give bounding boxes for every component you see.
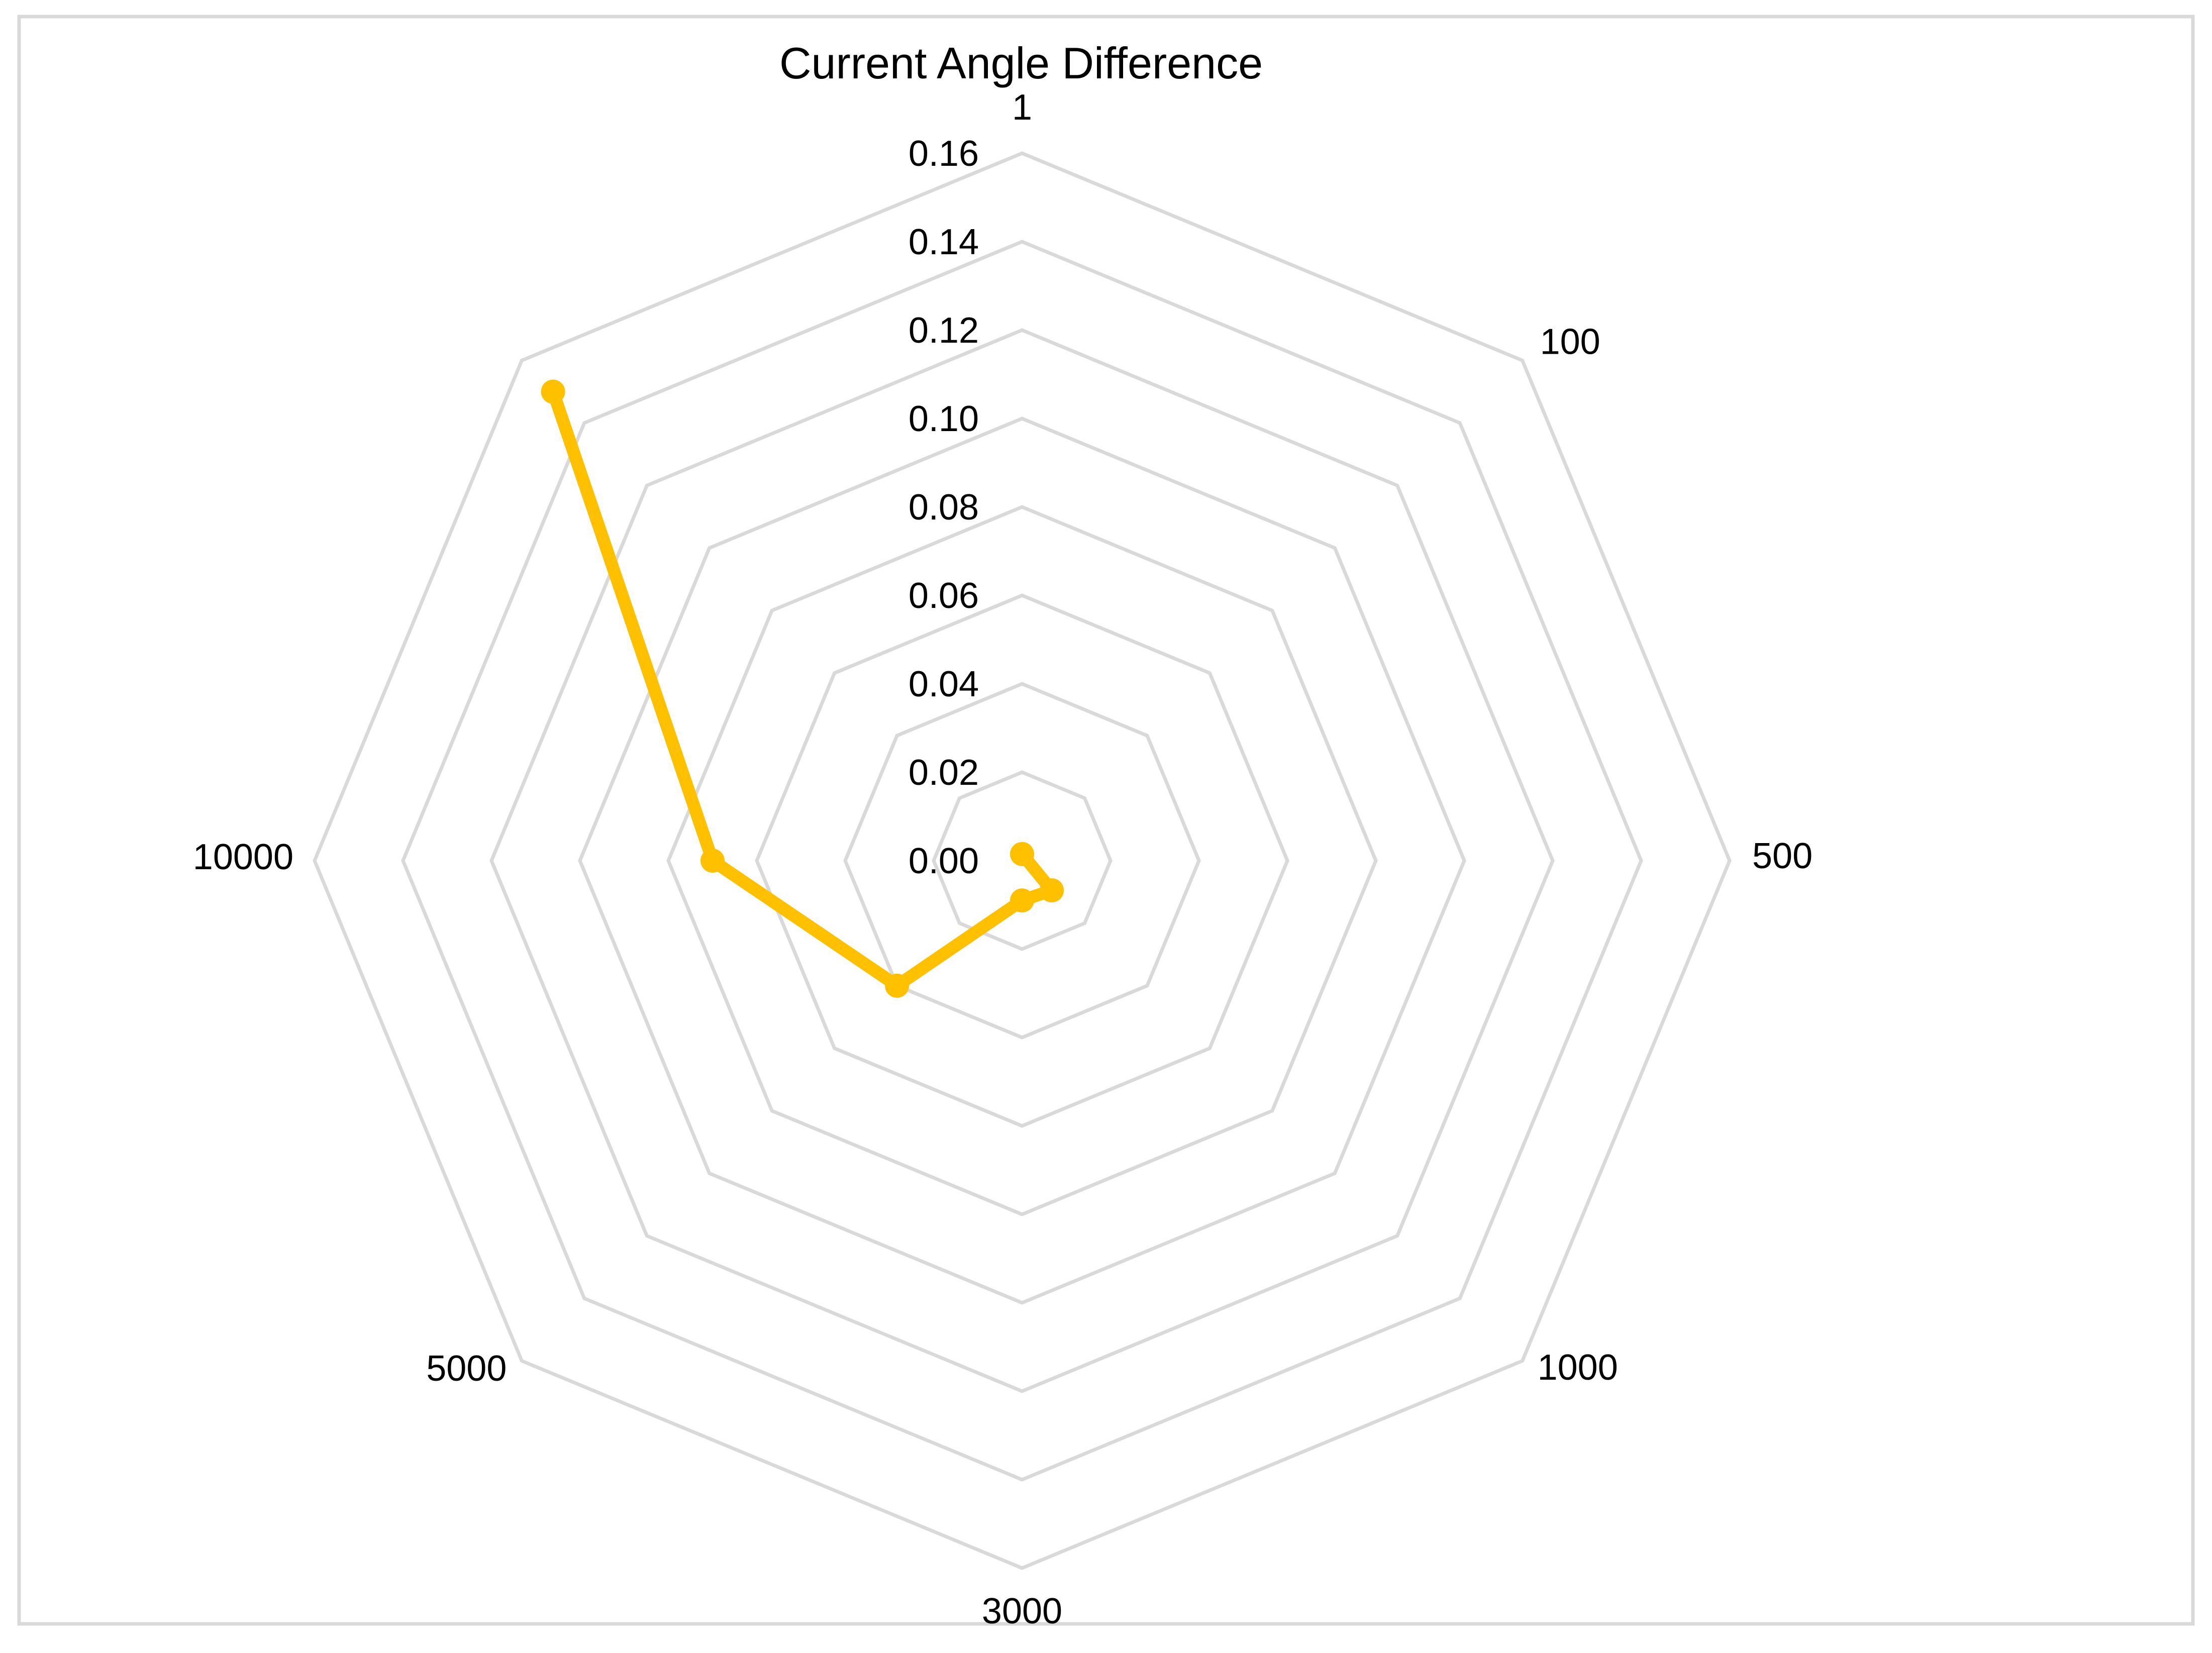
- grid-ring: [313, 151, 1732, 1570]
- value-axis-tick-label: 0.04: [909, 664, 979, 704]
- grid-ring: [843, 682, 1201, 1040]
- value-axis-tick-label: 0.12: [909, 311, 979, 351]
- value-axis-labels-group: 0.16 0.14 0.12 0.10 0.08 0.06 0.04 0.02 0.00: [909, 134, 979, 881]
- value-axis-tick-label: 0.14: [909, 222, 979, 262]
- value-axis-tick-label: 0.00: [909, 841, 979, 881]
- category-axis-labels-group: 1 100 500 1000 3000 5000 10000: [193, 87, 1813, 1631]
- grid-rings-group: [313, 151, 1732, 1570]
- grid-ring: [666, 505, 1378, 1216]
- category-axis-label: 5000: [426, 1349, 507, 1389]
- value-axis-tick-label: 0.16: [909, 134, 979, 174]
- series-marker: [885, 973, 910, 998]
- grid-ring: [755, 593, 1289, 1128]
- value-axis-tick-label: 0.10: [909, 399, 979, 439]
- value-axis-tick-label: 0.08: [909, 487, 979, 528]
- category-axis-label: 500: [1752, 836, 1813, 876]
- series-marker: [700, 849, 725, 873]
- category-axis-label: 3000: [982, 1591, 1062, 1631]
- series-marker: [1010, 888, 1034, 913]
- grid-ring: [489, 328, 1555, 1393]
- grid-ring: [578, 417, 1466, 1305]
- grid-ring: [932, 770, 1113, 951]
- value-axis-tick-label: 0.06: [909, 576, 979, 616]
- series-marker: [1010, 842, 1034, 866]
- value-axis-tick-label: 0.02: [909, 753, 979, 793]
- series-marker: [1040, 878, 1064, 903]
- chart-title: Current Angle Difference: [779, 38, 1263, 88]
- grid-ring: [401, 240, 1643, 1482]
- category-axis-label: 1: [1012, 87, 1032, 128]
- category-axis-label: 1000: [1538, 1348, 1618, 1388]
- series-marker: [541, 379, 565, 404]
- category-axis-label: 10000: [193, 837, 293, 877]
- category-axis-label: 100: [1540, 322, 1600, 362]
- chart-frame-border: [17, 15, 2195, 1626]
- data-series-group: [541, 379, 1064, 998]
